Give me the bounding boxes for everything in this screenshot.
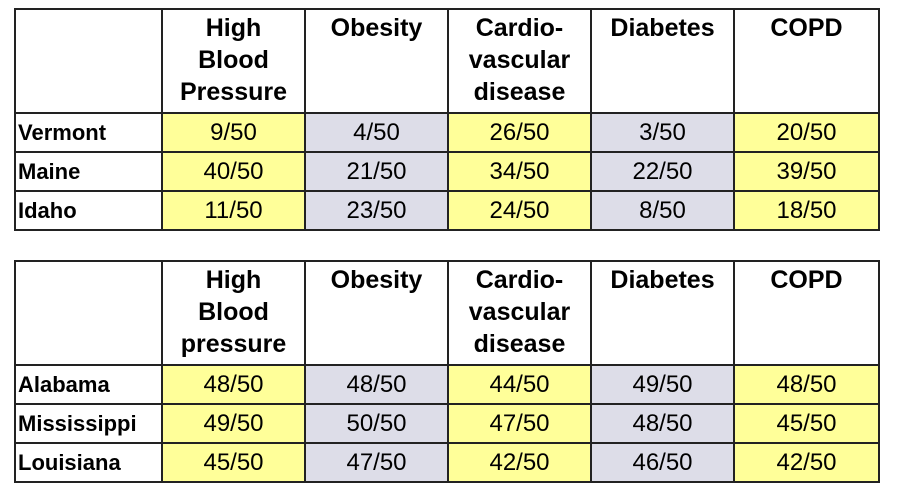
table-row: Idaho 11/50 23/50 24/50 8/50 18/50 [14,190,880,231]
value-cell: 18/50 [733,190,880,231]
header-row: High Blood Pressure Obesity Cardio- vasc… [14,8,880,114]
header-line: COPD [770,14,843,42]
health-table-2: High Blood pressure Obesity Cardio- vasc… [14,260,880,483]
value-cell: 49/50 [161,403,306,444]
value-cell: 42/50 [447,442,592,483]
state-name: Mississippi [14,403,163,444]
header-line: COPD [770,266,843,294]
state-name: Maine [14,151,163,192]
header-line: Cardio- [475,14,564,42]
value-cell: 40/50 [161,151,306,192]
value-cell: 34/50 [447,151,592,192]
value-cell: 48/50 [733,364,880,405]
col-header-diabetes: Diabetes [590,260,735,366]
health-table-1: High Blood Pressure Obesity Cardio- vasc… [14,8,880,231]
value-cell: 23/50 [304,190,449,231]
value-cell: 21/50 [304,151,449,192]
corner-cell [14,260,163,366]
value-cell: 3/50 [590,112,735,153]
value-cell: 47/50 [447,403,592,444]
header-line: disease [473,78,566,106]
col-header-high-blood-pressure: High Blood pressure [161,260,306,366]
header-line: vascular [468,46,571,74]
col-header-high-blood-pressure: High Blood Pressure [161,8,306,114]
col-header-cardiovascular-disease: Cardio- vascular disease [447,8,592,114]
table-row: Alabama 48/50 48/50 44/50 49/50 48/50 [14,364,880,405]
value-cell: 11/50 [161,190,306,231]
state-name: Alabama [14,364,163,405]
value-cell: 48/50 [161,364,306,405]
state-name: Louisiana [14,442,163,483]
header-row: High Blood pressure Obesity Cardio- vasc… [14,260,880,366]
value-cell: 49/50 [590,364,735,405]
value-cell: 22/50 [590,151,735,192]
value-cell: 45/50 [733,403,880,444]
header-line: High [205,14,262,42]
value-cell: 48/50 [590,403,735,444]
value-cell: 39/50 [733,151,880,192]
value-cell: 24/50 [447,190,592,231]
state-name: Vermont [14,112,163,153]
value-cell: 48/50 [304,364,449,405]
value-cell: 47/50 [304,442,449,483]
value-cell: 44/50 [447,364,592,405]
header-line: disease [473,330,566,358]
col-header-obesity: Obesity [304,260,449,366]
col-header-copd: COPD [733,8,880,114]
value-cell: 42/50 [733,442,880,483]
value-cell: 50/50 [304,403,449,444]
header-line: Blood [198,298,269,326]
corner-cell [14,8,163,114]
header-line: pressure [180,330,287,358]
value-cell: 9/50 [161,112,306,153]
table-row: Maine 40/50 21/50 34/50 22/50 39/50 [14,151,880,192]
col-header-diabetes: Diabetes [590,8,735,114]
header-line: Pressure [179,78,288,106]
value-cell: 4/50 [304,112,449,153]
header-line: Obesity [330,14,423,42]
state-name: Idaho [14,190,163,231]
value-cell: 20/50 [733,112,880,153]
value-cell: 45/50 [161,442,306,483]
header-line: Obesity [330,266,423,294]
table-row: Vermont 9/50 4/50 26/50 3/50 20/50 [14,112,880,153]
value-cell: 46/50 [590,442,735,483]
header-line: High [205,266,262,294]
header-line: vascular [468,298,571,326]
header-line: Cardio- [475,266,564,294]
value-cell: 26/50 [447,112,592,153]
table-row: Louisiana 45/50 47/50 42/50 46/50 42/50 [14,442,880,483]
header-line: Diabetes [610,14,715,42]
col-header-obesity: Obesity [304,8,449,114]
col-header-copd: COPD [733,260,880,366]
value-cell: 8/50 [590,190,735,231]
col-header-cardiovascular-disease: Cardio- vascular disease [447,260,592,366]
table-row: Mississippi 49/50 50/50 47/50 48/50 45/5… [14,403,880,444]
header-line: Blood [198,46,269,74]
header-line: Diabetes [610,266,715,294]
